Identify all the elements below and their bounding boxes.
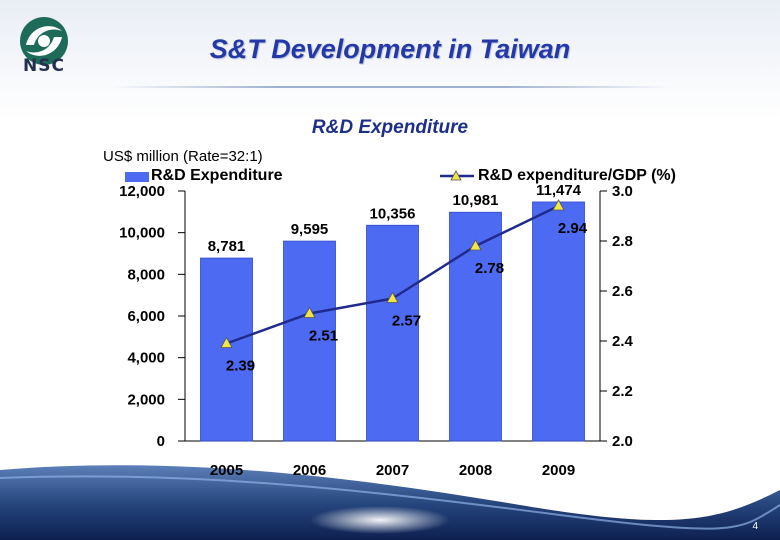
- x-tick-label: 2009: [542, 462, 575, 479]
- ratio-value-label: 2.39: [226, 358, 255, 375]
- ratio-value-label: 2.78: [475, 260, 504, 277]
- ratio-point-2005: [220, 336, 233, 348]
- x-tick-label: 2008: [459, 462, 492, 479]
- legend-swatch-line: [440, 170, 474, 181]
- legend-label-bar: R&D Expenditure: [151, 167, 283, 184]
- nsc-logo-emblem: [20, 17, 68, 65]
- bar-value-label: 11,474: [536, 182, 582, 199]
- x-tick-label: 2006: [293, 462, 326, 479]
- unit-label: US$ million (Rate=32:1): [103, 148, 263, 165]
- bar-2007: [366, 224, 419, 442]
- y-right-tick-label: 2.0: [612, 433, 633, 450]
- legend-label-line: R&D expenditure/GDP (%): [478, 167, 676, 184]
- y-left-tick-label: 10,000: [119, 225, 165, 242]
- y-right-tick-label: 3.0: [612, 183, 633, 200]
- y-left-tick-label: 8,000: [127, 266, 165, 283]
- bar-2009: [532, 201, 585, 442]
- slide-title: S&T Development in Taiwan: [209, 34, 571, 64]
- bar-value-label: 8,781: [208, 238, 246, 255]
- ratio-value-label: 2.57: [392, 313, 421, 330]
- ratio-point-2007: [386, 291, 399, 303]
- y-right-tick-label: 2.8: [612, 233, 633, 250]
- bar-2006: [283, 240, 336, 442]
- y-left-tick-label: 2,000: [127, 391, 165, 408]
- bar-value-label: 9,595: [291, 221, 329, 238]
- y-left-tick-label: 6,000: [127, 308, 165, 325]
- y-left-tick-label: 4,000: [127, 350, 165, 367]
- ratio-point-2008: [469, 239, 482, 251]
- ratio-point-2006: [303, 306, 316, 318]
- x-tick-label: 2007: [376, 462, 409, 479]
- ratio-value-label: 2.51: [309, 328, 338, 345]
- y-left-tick-label: 0: [157, 433, 165, 450]
- x-tick-label: 2005: [210, 462, 243, 479]
- legend-swatch-bar: [125, 172, 149, 182]
- title-divider: [110, 86, 670, 88]
- bar-value-label: 10,981: [453, 192, 499, 209]
- ratio-point-2009: [552, 199, 565, 211]
- y-left-tick-label: 12,000: [119, 183, 165, 200]
- ratio-value-label: 2.94: [558, 220, 588, 237]
- chart-subtitle: R&D Expenditure: [311, 117, 469, 138]
- page-number: 4: [752, 521, 758, 532]
- bar-value-label: 10,356: [370, 205, 416, 222]
- logo-text: NSC: [23, 56, 65, 76]
- bar-2005: [200, 257, 253, 442]
- y-right-tick-label: 2.4: [612, 333, 634, 350]
- y-right-tick-label: 2.2: [612, 383, 633, 400]
- y-right-tick-label: 2.6: [612, 283, 633, 300]
